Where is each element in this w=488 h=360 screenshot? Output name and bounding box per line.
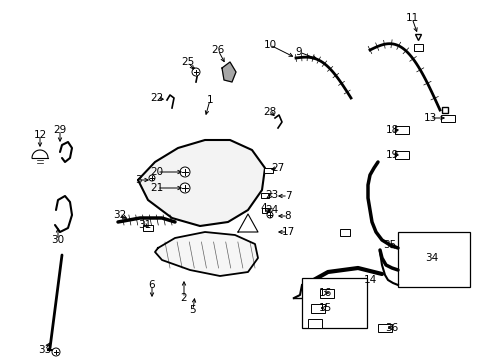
Text: 22: 22 — [150, 93, 163, 103]
Circle shape — [180, 183, 190, 193]
Bar — [319, 288, 333, 297]
Text: 32: 32 — [113, 210, 126, 220]
Text: 33: 33 — [38, 345, 52, 355]
Text: 17: 17 — [281, 227, 294, 237]
Text: 23: 23 — [265, 190, 278, 200]
Bar — [394, 151, 408, 159]
Bar — [339, 229, 349, 235]
Bar — [397, 232, 469, 287]
Text: 34: 34 — [425, 253, 438, 263]
Text: 27: 27 — [271, 163, 284, 173]
Text: 12: 12 — [33, 130, 46, 140]
Bar — [310, 303, 325, 312]
Text: 14: 14 — [363, 275, 376, 285]
Text: 10: 10 — [263, 40, 276, 50]
Bar — [261, 193, 268, 198]
Bar — [440, 114, 454, 122]
Text: 21: 21 — [150, 183, 163, 193]
Text: 15: 15 — [318, 303, 331, 313]
Text: 5: 5 — [189, 305, 196, 315]
Text: 18: 18 — [385, 125, 398, 135]
Text: 31: 31 — [138, 220, 151, 230]
Text: 16: 16 — [318, 288, 331, 298]
Circle shape — [180, 167, 190, 177]
Text: 13: 13 — [423, 113, 436, 123]
Text: 3: 3 — [134, 175, 141, 185]
Text: 28: 28 — [263, 107, 276, 117]
Circle shape — [52, 348, 60, 356]
Circle shape — [149, 175, 155, 181]
Text: 9: 9 — [295, 47, 302, 57]
Text: 30: 30 — [51, 235, 64, 245]
Text: 25: 25 — [181, 57, 194, 67]
Text: 20: 20 — [150, 167, 163, 177]
Bar — [377, 324, 391, 332]
Bar — [142, 225, 153, 231]
Circle shape — [266, 212, 272, 218]
Bar — [394, 126, 408, 134]
Text: 19: 19 — [385, 150, 398, 160]
Polygon shape — [222, 62, 236, 82]
Text: 26: 26 — [211, 45, 224, 55]
Text: 2: 2 — [181, 293, 187, 303]
Text: 36: 36 — [385, 323, 398, 333]
Text: 24: 24 — [265, 205, 278, 215]
Polygon shape — [155, 232, 258, 276]
Polygon shape — [138, 140, 264, 226]
Bar — [302, 278, 366, 328]
Text: 6: 6 — [148, 280, 155, 290]
Bar — [413, 44, 422, 50]
Bar — [307, 319, 321, 328]
Bar — [263, 167, 272, 172]
Text: 8: 8 — [284, 211, 291, 221]
Circle shape — [192, 68, 200, 76]
Bar — [261, 207, 268, 212]
Text: 7: 7 — [284, 191, 291, 201]
Text: 1: 1 — [206, 95, 213, 105]
Text: 11: 11 — [405, 13, 418, 23]
Text: 29: 29 — [53, 125, 66, 135]
Text: 35: 35 — [383, 240, 396, 250]
Text: 4: 4 — [260, 203, 267, 213]
